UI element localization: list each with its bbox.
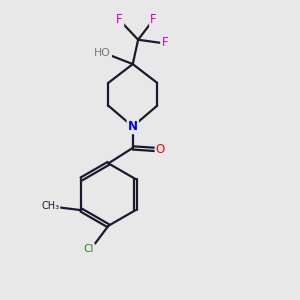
Text: Cl: Cl — [83, 244, 94, 254]
Text: HO: HO — [94, 48, 111, 59]
Text: F: F — [161, 36, 168, 49]
Text: N: N — [128, 120, 138, 133]
Text: F: F — [150, 13, 157, 26]
Text: F: F — [116, 13, 123, 26]
Text: CH₃: CH₃ — [41, 201, 59, 211]
Text: O: O — [156, 143, 165, 156]
